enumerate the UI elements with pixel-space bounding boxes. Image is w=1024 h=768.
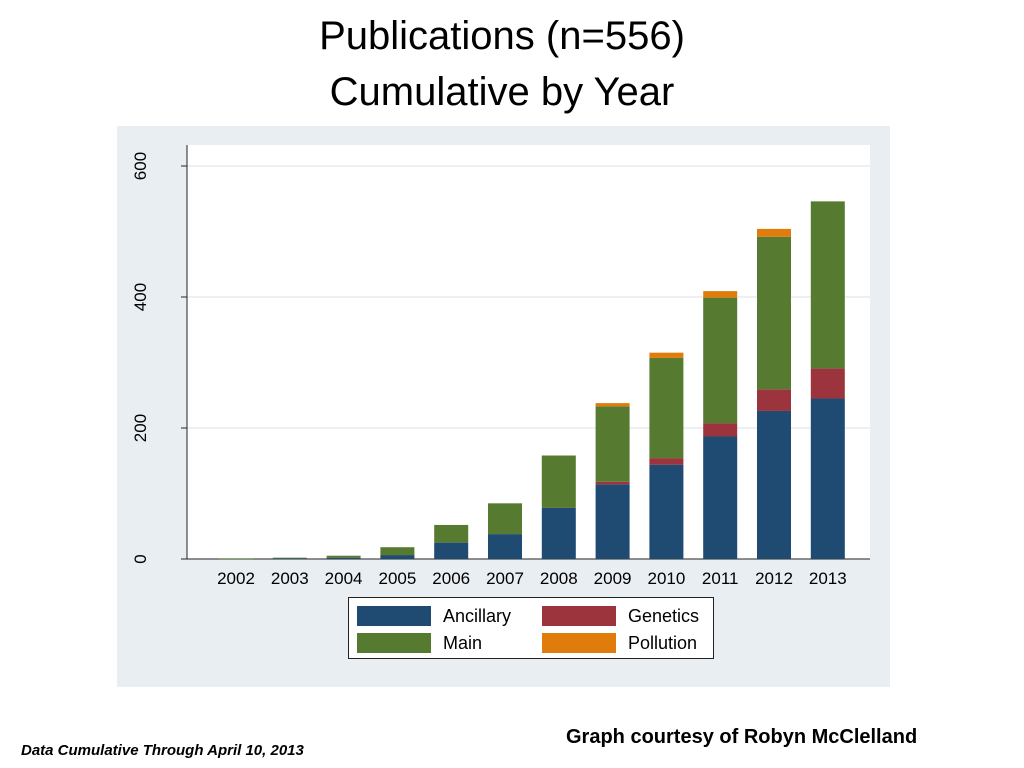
bar-main-2003: [272, 557, 307, 559]
legend-label-main: Main: [443, 632, 483, 653]
legend-item-genetics: Genetics: [542, 605, 699, 627]
x-tick-label: 2012: [755, 569, 793, 588]
chart-legend: Ancillary Genetics Main Pollution: [348, 597, 714, 659]
graph-credit: Graph courtesy of Robyn McClelland: [566, 726, 918, 748]
x-tick-label: 2006: [432, 569, 470, 588]
legend-label-pollution: Pollution: [628, 632, 698, 653]
bar-main-2011: [703, 297, 738, 424]
legend-swatch-genetics: [542, 606, 616, 626]
bar-ancillary-2010: [649, 464, 684, 559]
legend-item-main: Main: [357, 632, 482, 654]
bar-genetics-2011: [703, 423, 738, 437]
bar-pollution-2010: [649, 352, 684, 358]
legend-item-pollution: Pollution: [542, 632, 697, 654]
bar-main-2006: [434, 524, 469, 543]
legend-swatch-ancillary: [357, 606, 431, 626]
x-tick-label: 2004: [325, 569, 363, 588]
chart-title-line2: Cumulative by Year: [329, 70, 675, 114]
bar-ancillary-2003: [272, 558, 307, 560]
bar-ancillary-2011: [703, 436, 738, 559]
bar-main-2005: [380, 547, 415, 556]
bar-ancillary-2009: [595, 484, 630, 559]
x-tick-label: 2013: [809, 569, 847, 588]
bar-genetics-2010: [649, 458, 684, 465]
legend-label-ancillary: Ancillary: [443, 605, 512, 626]
bar-ancillary-2012: [757, 410, 791, 559]
bar-ancillary-2005: [380, 555, 415, 559]
bar-main-2012: [757, 236, 791, 390]
legend-item-ancillary: Ancillary: [357, 605, 511, 627]
bar-pollution-2011: [703, 291, 738, 298]
bar-main-2007: [488, 503, 522, 535]
plot-area: [187, 145, 870, 559]
x-tick-label: 2010: [647, 569, 685, 588]
y-tick-label: 400: [131, 283, 150, 311]
bar-main-2008: [541, 455, 576, 508]
bar-ancillary-2008: [541, 507, 576, 559]
bar-genetics-2012: [757, 389, 791, 411]
x-tick-label: 2002: [217, 569, 255, 588]
bar-genetics-2009: [595, 481, 630, 485]
bar-main-2013: [810, 201, 845, 369]
bar-ancillary-2007: [488, 534, 522, 559]
bar-pollution-2009: [595, 403, 630, 407]
bar-main-2004: [326, 555, 361, 558]
chart-title-line1: Publications (n=556): [319, 14, 685, 58]
legend-swatch-main: [357, 633, 431, 653]
x-tick-label: 2005: [378, 569, 416, 588]
x-tick-label: 2009: [594, 569, 632, 588]
y-tick-label: 600: [131, 152, 150, 180]
bar-ancillary-2004: [326, 557, 361, 559]
bar-genetics-2013: [810, 368, 845, 399]
bar-main-2010: [649, 357, 684, 459]
bar-main-2002: [219, 558, 253, 560]
x-tick-label: 2007: [486, 569, 524, 588]
bar-pollution-2012: [757, 228, 791, 237]
data-note: Data Cumulative Through April 10, 2013: [21, 742, 304, 759]
legend-swatch-pollution: [542, 633, 616, 653]
x-tick-label: 2011: [702, 569, 739, 588]
bar-main-2009: [595, 406, 630, 482]
x-tick-label: 2003: [271, 569, 309, 588]
y-tick-label: 200: [131, 414, 150, 442]
bar-ancillary-2006: [434, 542, 469, 559]
y-tick-label: 0: [131, 554, 150, 563]
bar-ancillary-2013: [810, 398, 845, 559]
legend-label-genetics: Genetics: [628, 605, 700, 626]
x-tick-label: 2008: [540, 569, 578, 588]
